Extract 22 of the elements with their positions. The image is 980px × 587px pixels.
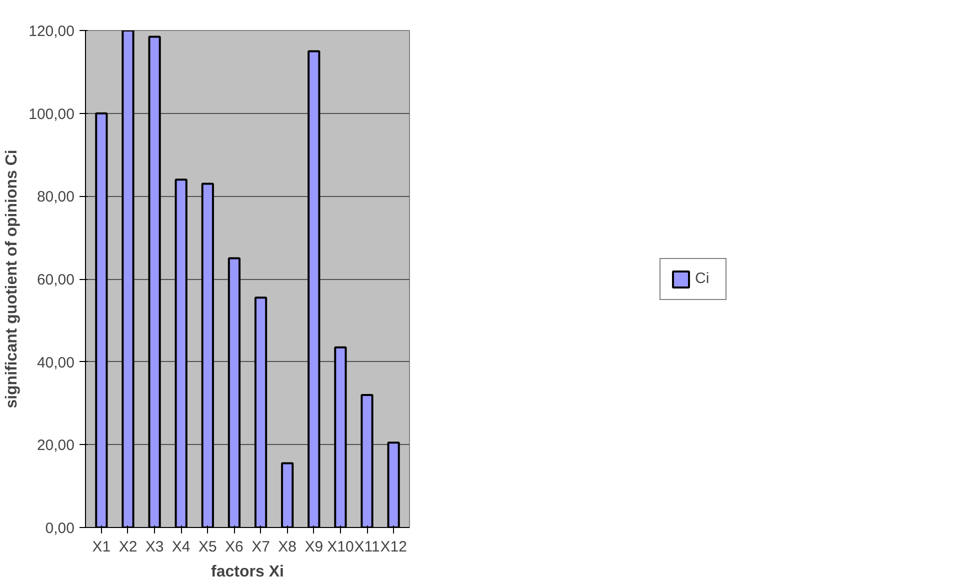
x-tick-label: X6	[225, 538, 244, 556]
x-axis-title: factors Xi	[211, 564, 284, 580]
x-tick-label: X8	[278, 538, 297, 556]
legend-label: Ci	[695, 270, 710, 287]
x-tick-label: X11	[354, 538, 380, 556]
x-tick-label: X10	[327, 538, 354, 556]
x-tick-label: X5	[198, 538, 217, 556]
y-tick-label: 60,00	[36, 272, 75, 288]
y-tick-label: 40,00	[36, 354, 75, 372]
y-tick-label: 100,00	[28, 106, 75, 123]
y-tick-label: 0,00	[45, 520, 75, 537]
y-tick-label: 20,00	[36, 437, 75, 454]
x-tick-label: X2	[118, 538, 138, 556]
x-tick-label: X3	[145, 538, 164, 556]
y-tick-label: 120,00	[28, 23, 75, 40]
y-tick-label: 80,00	[36, 188, 75, 206]
x-tick-label: X1	[92, 538, 111, 556]
x-tick-label: X12	[380, 538, 407, 556]
x-tick-label: X7	[252, 538, 270, 556]
x-tick-label: X9	[304, 538, 324, 556]
x-tick-label: X4	[172, 538, 190, 556]
y-axis-title: significant guotient of opinions Ci	[4, 150, 21, 408]
